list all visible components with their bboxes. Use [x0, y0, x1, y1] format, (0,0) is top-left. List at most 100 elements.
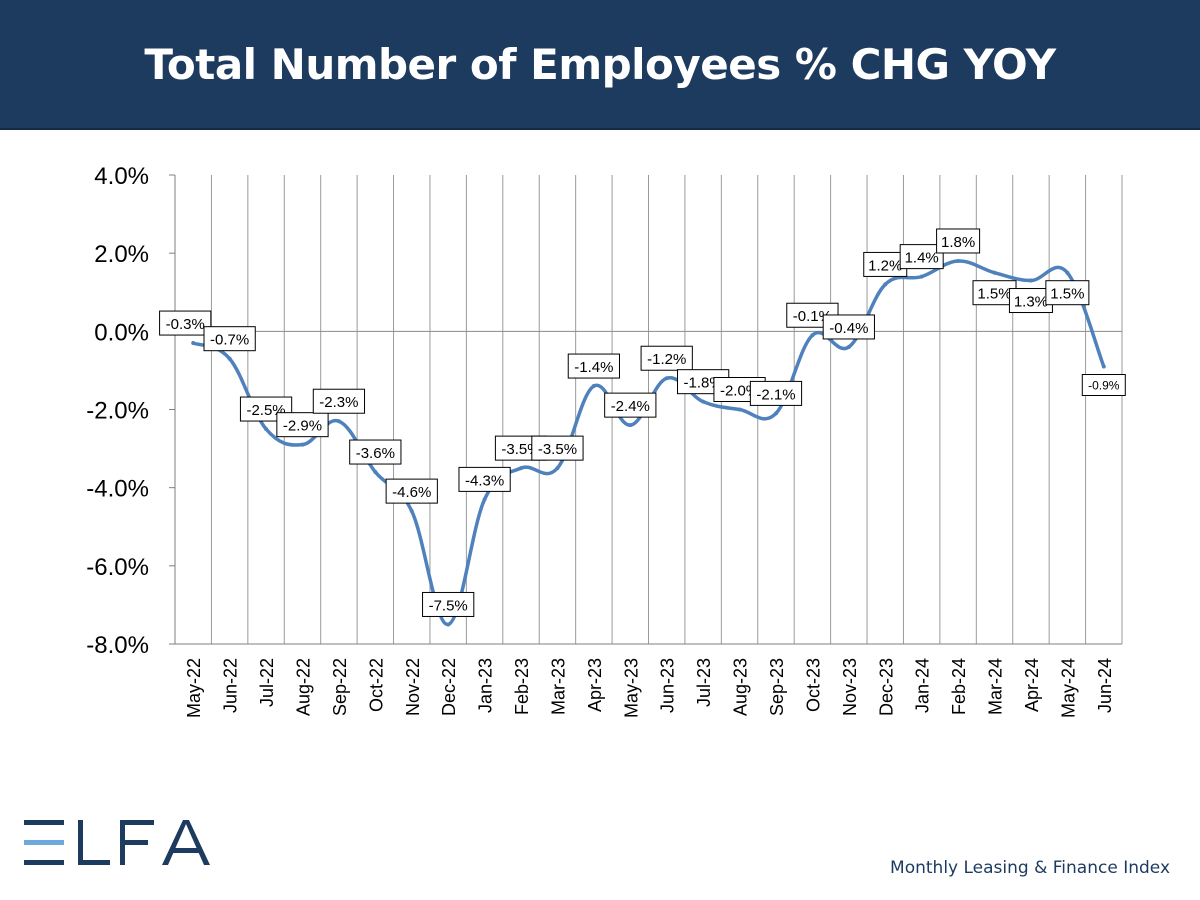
data-label-text: -2.9% [283, 418, 322, 435]
data-label: -2.3% [312, 388, 366, 414]
data-point [992, 270, 997, 275]
data-label: -0.4% [822, 314, 875, 340]
y-tick-label: 2.0% [94, 241, 149, 268]
data-label: 1.2% [863, 251, 908, 277]
data-label-text: -2.5% [246, 402, 285, 419]
data-label-box [640, 345, 693, 371]
data-label-box [349, 439, 402, 465]
data-label: -3.6% [349, 439, 402, 465]
series-line-layer [191, 258, 1106, 627]
data-label-box [276, 412, 329, 438]
logo-lfa-letters [78, 820, 210, 865]
y-tick-label: -2.0% [86, 398, 149, 425]
data-point [591, 384, 596, 389]
data-point [810, 333, 815, 338]
y-tick-label: -4.0% [86, 476, 149, 503]
x-tick-label: Jan-23 [476, 658, 496, 713]
x-tick-label: Sep-23 [767, 658, 787, 716]
data-label-box [604, 392, 657, 418]
data-label-text: -3.5% [501, 441, 540, 458]
data-label-box [863, 251, 908, 277]
data-label-box [422, 591, 475, 617]
data-label: -4.3% [458, 466, 511, 492]
data-label: -0.7% [203, 326, 256, 352]
data-label: -0.9% [1081, 374, 1126, 397]
data-label-text: -2.3% [319, 394, 358, 411]
series-line [191, 259, 1106, 627]
data-point [919, 274, 924, 279]
x-tick-label: Jun-22 [221, 658, 241, 713]
data-label-text: -2.0% [720, 383, 759, 400]
x-tick-label: Mar-24 [986, 658, 1006, 715]
data-label-text: -0.7% [210, 332, 249, 349]
data-label-box [899, 244, 944, 270]
data-label-box [822, 314, 875, 340]
data-label: 1.5% [1045, 280, 1090, 306]
data-labels: -0.3% -0.7% -2.5%-2.9% -2.3% -3.6% -4.6% -7.5%… [159, 228, 1126, 617]
data-point [482, 497, 487, 502]
data-label: -2.4% [604, 392, 657, 418]
data-label-text: 1.5% [977, 286, 1011, 303]
x-tick-label: May-22 [184, 658, 204, 718]
logo-e-mark [24, 820, 64, 865]
data-point [701, 399, 706, 404]
data-label-text: 1.5% [1050, 286, 1084, 303]
data-label: -2.9% [276, 412, 329, 438]
data-label-text: -4.6% [392, 484, 431, 501]
y-tick-label: -8.0% [86, 632, 149, 659]
x-tick-label: Aug-22 [293, 658, 313, 716]
data-point [519, 466, 524, 471]
data-label-box [458, 466, 511, 492]
data-point [264, 427, 269, 432]
data-point [883, 282, 888, 287]
data-label-text: 1.3% [1014, 294, 1048, 311]
data-point [300, 442, 305, 447]
elfa-logo [24, 820, 210, 865]
data-label-text: 1.4% [905, 250, 939, 267]
x-tick-label: Jul-22 [257, 658, 277, 707]
data-point [555, 466, 560, 471]
data-label-text: -0.3% [166, 316, 205, 333]
data-point [737, 407, 742, 412]
x-tick-label: Jun-23 [658, 658, 678, 713]
data-label-text: 1.8% [941, 234, 975, 251]
x-tick-label: Feb-24 [949, 658, 969, 715]
data-label-box [1045, 280, 1090, 306]
data-label-text: -7.5% [429, 597, 468, 614]
data-label: -3.5% [531, 435, 584, 461]
data-label-box [749, 380, 803, 406]
data-label-text: 1.2% [868, 257, 902, 274]
x-tick-label: Sep-22 [330, 658, 350, 716]
data-point [191, 341, 196, 346]
data-label-box [312, 388, 366, 414]
data-label: -0.3% [159, 310, 212, 336]
data-point [1101, 364, 1106, 369]
data-point [956, 258, 961, 263]
x-tick-label: Dec-23 [876, 658, 896, 716]
data-label-box [531, 435, 584, 461]
data-label-text: -1.8% [684, 375, 723, 392]
header-banner: Total Number of Employees % CHG YOY [0, 0, 1200, 130]
y-tick-label: -6.0% [86, 554, 149, 581]
chart-title: Total Number of Employees % CHG YOY [144, 39, 1056, 89]
x-tick-label: Feb-23 [512, 658, 532, 715]
data-label-box [936, 228, 981, 254]
x-tick-label: Jan-24 [913, 658, 933, 713]
data-label: -4.6% [385, 478, 438, 504]
data-label: 1.5% [972, 280, 1017, 306]
data-point [409, 509, 414, 514]
data-label: -1.2% [640, 345, 693, 371]
data-label-text: -4.3% [465, 472, 504, 489]
data-label-box [203, 326, 256, 352]
data-label-box [567, 353, 620, 379]
x-tick-label: May-23 [621, 658, 641, 718]
data-label-box [1081, 374, 1126, 397]
data-point [628, 423, 633, 428]
line-chart: 4.0% 2.0% 0.0% -2.0% -4.0% -6.0% -8.0% May-22 Ju… [86, 163, 1126, 718]
x-tick-label: Mar-23 [548, 658, 568, 715]
data-label-text: -0.4% [829, 320, 868, 337]
y-tick-label: 0.0% [94, 319, 149, 346]
x-tick-label: Jul-23 [694, 658, 714, 707]
data-label-text: -0.9% [1088, 379, 1120, 393]
data-label-text: -0.1% [793, 308, 832, 325]
